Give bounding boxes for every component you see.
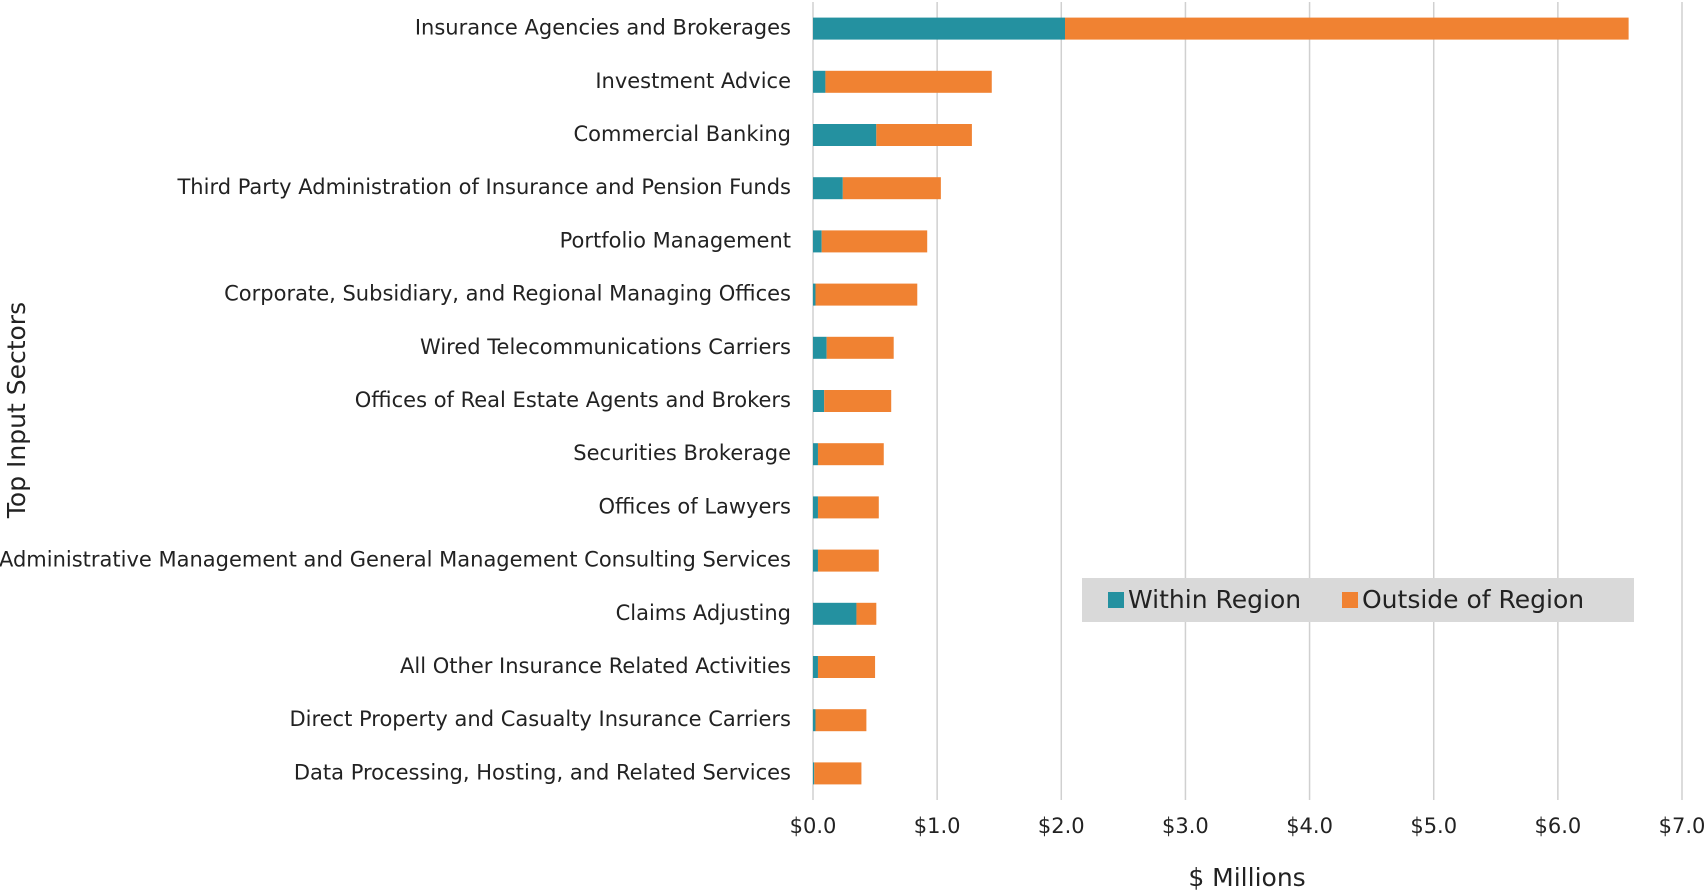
- legend-label: Within Region: [1128, 585, 1301, 614]
- y-tick-label: Direct Property and Casualty Insurance C…: [289, 707, 791, 731]
- y-tick-label: Data Processing, Hosting, and Related Se…: [294, 760, 791, 784]
- bar: [813, 762, 815, 785]
- x-tick-label: $0.0: [790, 814, 837, 838]
- x-tick-label: $2.0: [1038, 814, 1085, 838]
- bar: [813, 230, 822, 253]
- y-tick-label: Administrative Management and General Ma…: [0, 548, 791, 572]
- bar: [813, 496, 818, 519]
- legend-swatch: [1108, 592, 1124, 608]
- y-tick-label: Portfolio Management: [560, 228, 791, 252]
- bar: [817, 549, 879, 572]
- x-tick-label: $3.0: [1162, 814, 1209, 838]
- bar: [856, 602, 877, 625]
- x-tick-label: $7.0: [1659, 814, 1706, 838]
- bar: [817, 656, 876, 678]
- y-tick-label: Investment Advice: [595, 69, 791, 93]
- legend-label: Outside of Region: [1362, 585, 1584, 614]
- bar: [813, 124, 877, 146]
- y-tick-label: Third Party Administration of Insurance …: [176, 175, 791, 199]
- bar: [813, 602, 857, 625]
- y-tick-label: Insurance Agencies and Brokerages: [415, 16, 791, 40]
- y-tick-label: Offices of Lawyers: [599, 494, 792, 518]
- x-axis-title: $ Millions: [1188, 863, 1305, 892]
- bar: [842, 177, 941, 200]
- legend-swatch: [1342, 592, 1358, 608]
- y-tick-label: Claims Adjusting: [616, 601, 791, 625]
- bar: [876, 124, 972, 146]
- bar: [813, 390, 825, 412]
- bar: [821, 230, 928, 253]
- y-tick-label: Offices of Real Estate Agents and Broker…: [355, 388, 791, 412]
- bar: [813, 17, 1066, 40]
- bar: [824, 390, 892, 412]
- bar: [813, 549, 818, 572]
- bar: [815, 283, 918, 306]
- bar: [813, 656, 818, 678]
- x-tick-label: $4.0: [1286, 814, 1333, 838]
- y-tick-label: Commercial Banking: [574, 122, 792, 146]
- bar: [814, 762, 862, 785]
- bar: [817, 443, 884, 466]
- y-tick-label: Securities Brokerage: [573, 441, 791, 465]
- bar: [813, 336, 827, 359]
- x-tick-label: $6.0: [1534, 814, 1581, 838]
- bar: [826, 336, 894, 359]
- y-tick-label: Corporate, Subsidiary, and Regional Mana…: [224, 282, 791, 306]
- bar: [813, 283, 816, 306]
- bar: [813, 709, 816, 732]
- y-tick-label: All Other Insurance Related Activities: [400, 654, 791, 678]
- bar: [813, 70, 826, 93]
- bar: [813, 443, 818, 466]
- bar: [1065, 17, 1629, 40]
- bar: [825, 70, 992, 93]
- x-tick-label: $1.0: [914, 814, 961, 838]
- bar: [813, 177, 843, 200]
- y-tick-label: Wired Telecommunications Carriers: [420, 335, 791, 359]
- bar: [817, 496, 879, 519]
- y-axis-title: Top Input Sectors: [2, 302, 31, 519]
- x-tick-label: $5.0: [1410, 814, 1457, 838]
- bar: [815, 709, 867, 732]
